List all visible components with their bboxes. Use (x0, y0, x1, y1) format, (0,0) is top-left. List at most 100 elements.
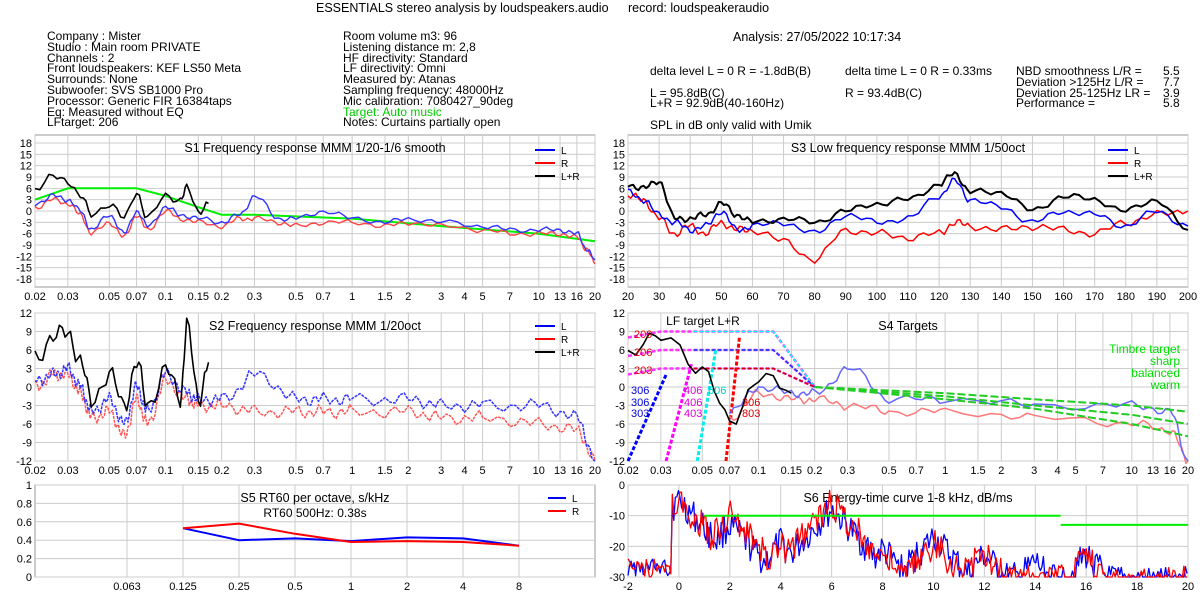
x-tick-label: 5 (480, 465, 486, 477)
timbre-label: sharp (1150, 354, 1180, 368)
report-header: ESSENTIALS stereo analysis by loudspeake… (0, 0, 1200, 135)
lf-preset-label: 203 (634, 365, 652, 377)
x-tick-label: 1.5 (377, 465, 392, 477)
legend-label: R (561, 159, 568, 170)
series-l (34, 193, 596, 261)
x-tick-label: 0.03 (57, 465, 78, 477)
series-l (627, 177, 1189, 234)
y-tick-label: -3 (615, 217, 625, 229)
x-tick-label: 4 (1054, 465, 1060, 477)
legend-label: R (561, 335, 568, 346)
y-tick-label: 9 (619, 327, 625, 339)
x-tick-label: 6 (829, 581, 835, 593)
x-tick-label: 30 (653, 291, 665, 303)
y-tick-label: 18 (20, 138, 32, 150)
x-tick-label: 4 (778, 581, 784, 593)
y-tick-label: 1 (26, 480, 32, 492)
series-lr (627, 171, 1189, 231)
x-tick-label: 2 (727, 581, 733, 593)
x-tick-label: 1.5 (970, 465, 985, 477)
legend-label: L+R (561, 172, 580, 183)
y-tick-label: -9 (615, 438, 625, 450)
y-tick-label: -15 (609, 263, 625, 275)
x-tick-label: 0.5 (288, 465, 303, 477)
y-tick-label: 12 (613, 308, 625, 320)
x-tick-label: 16 (1164, 465, 1176, 477)
x-tick-label: 150 (1023, 291, 1041, 303)
report-title: ESSENTIALS stereo analysis by loudspeake… (316, 1, 609, 15)
y-tick-label: -9 (22, 240, 32, 252)
info-line: LF directivity: Omni (343, 61, 446, 76)
lf-preset-label: 406 (684, 385, 702, 397)
info-line: Notes: Curtains partially open (343, 115, 501, 130)
level-line: L+R = 92.9dB(40-160Hz) (650, 96, 785, 111)
y-tick-label: 0.2 (17, 554, 32, 566)
chart-title: S2 Frequency response MMM 1/20oct (209, 319, 421, 333)
lf-target-shelf (693, 367, 816, 388)
info-line: Eq: Measured without EQ (47, 104, 184, 119)
x-tick-label: 0.15 (781, 465, 802, 477)
y-tick-label: -6 (615, 229, 625, 241)
y-tick-label: -6 (615, 419, 625, 431)
timbre-label: warm (1150, 378, 1180, 392)
series-r (34, 366, 596, 462)
x-tick-label: 130 (961, 291, 979, 303)
series-lr (34, 317, 210, 412)
level-line: SPL in dB only valid with Umik (650, 118, 812, 132)
chart-title: S3 Low frequency response MMM 1/50oct (791, 141, 1026, 155)
x-tick-label: 120 (930, 291, 948, 303)
x-tick-label: 180 (1117, 291, 1135, 303)
info-line: Company : Mister (47, 29, 142, 43)
y-tick-label: 6 (619, 345, 625, 357)
y-tick-label: 0 (26, 382, 32, 394)
rt60-note: RT60 500Hz: 0.38s (263, 506, 366, 520)
y-tick-label: 0.4 (17, 535, 32, 547)
level-line: L = 95.8dB(C) (650, 85, 725, 100)
x-tick-label: 8 (879, 581, 885, 593)
x-tick-label: 7 (507, 291, 513, 303)
chart-title: S5 RT60 per octave, s/kHz (240, 491, 389, 505)
x-tick-label: 0.05 (692, 465, 713, 477)
x-tick-label: 0.02 (617, 465, 638, 477)
info-line: LFtarget: 206 (47, 115, 119, 130)
x-tick-label: 0.1 (158, 465, 173, 477)
y-tick-label: -18 (609, 274, 625, 286)
y-tick-label: -12 (609, 251, 625, 263)
y-tick-label: 6 (26, 345, 32, 357)
y-tick-label: 6 (619, 183, 625, 195)
x-tick-label: 13 (1147, 465, 1159, 477)
lf-preset-label: 209 (634, 329, 652, 341)
score-label: Performance = (1016, 96, 1096, 111)
x-tick-label: 0.5 (881, 465, 896, 477)
x-tick-label: 190 (1148, 291, 1166, 303)
y-tick-label: -9 (22, 438, 32, 450)
x-tick-label: 20 (1182, 465, 1194, 477)
analysis-date: Analysis: 27/05/2022 10:17:34 (733, 30, 902, 44)
x-tick-label: 0.5 (288, 291, 303, 303)
x-tick-label: 1 (349, 291, 355, 303)
level-line: delta level L = 0 R = -1.8dB(B) (650, 64, 811, 78)
x-tick-label: 1 (349, 465, 355, 477)
y-tick-label: -30 (609, 572, 625, 584)
series-l (34, 362, 596, 462)
lf-rolloff-line (626, 374, 668, 462)
x-tick-label: 0.2 (214, 291, 229, 303)
x-tick-label: 110 (899, 291, 917, 303)
x-tick-label: 0.05 (99, 291, 120, 303)
x-tick-label: 4 (461, 291, 467, 303)
y-tick-label: -12 (609, 456, 625, 468)
x-tick-label: 0.03 (57, 291, 78, 303)
score-label: Deviation 25-125Hz LR = (1016, 85, 1151, 100)
x-tick-label: 90 (840, 291, 852, 303)
x-tick-label: 4 (461, 465, 467, 477)
x-tick-label: 160 (1054, 291, 1072, 303)
x-tick-label: 12 (978, 581, 990, 593)
y-tick-label: 12 (613, 161, 625, 173)
x-tick-label: 3 (438, 465, 444, 477)
x-tick-label: 70 (777, 291, 789, 303)
lf-preset-label: 406 (684, 397, 702, 409)
lf-rolloff-line (695, 349, 718, 462)
x-tick-label: 0.1 (158, 291, 173, 303)
